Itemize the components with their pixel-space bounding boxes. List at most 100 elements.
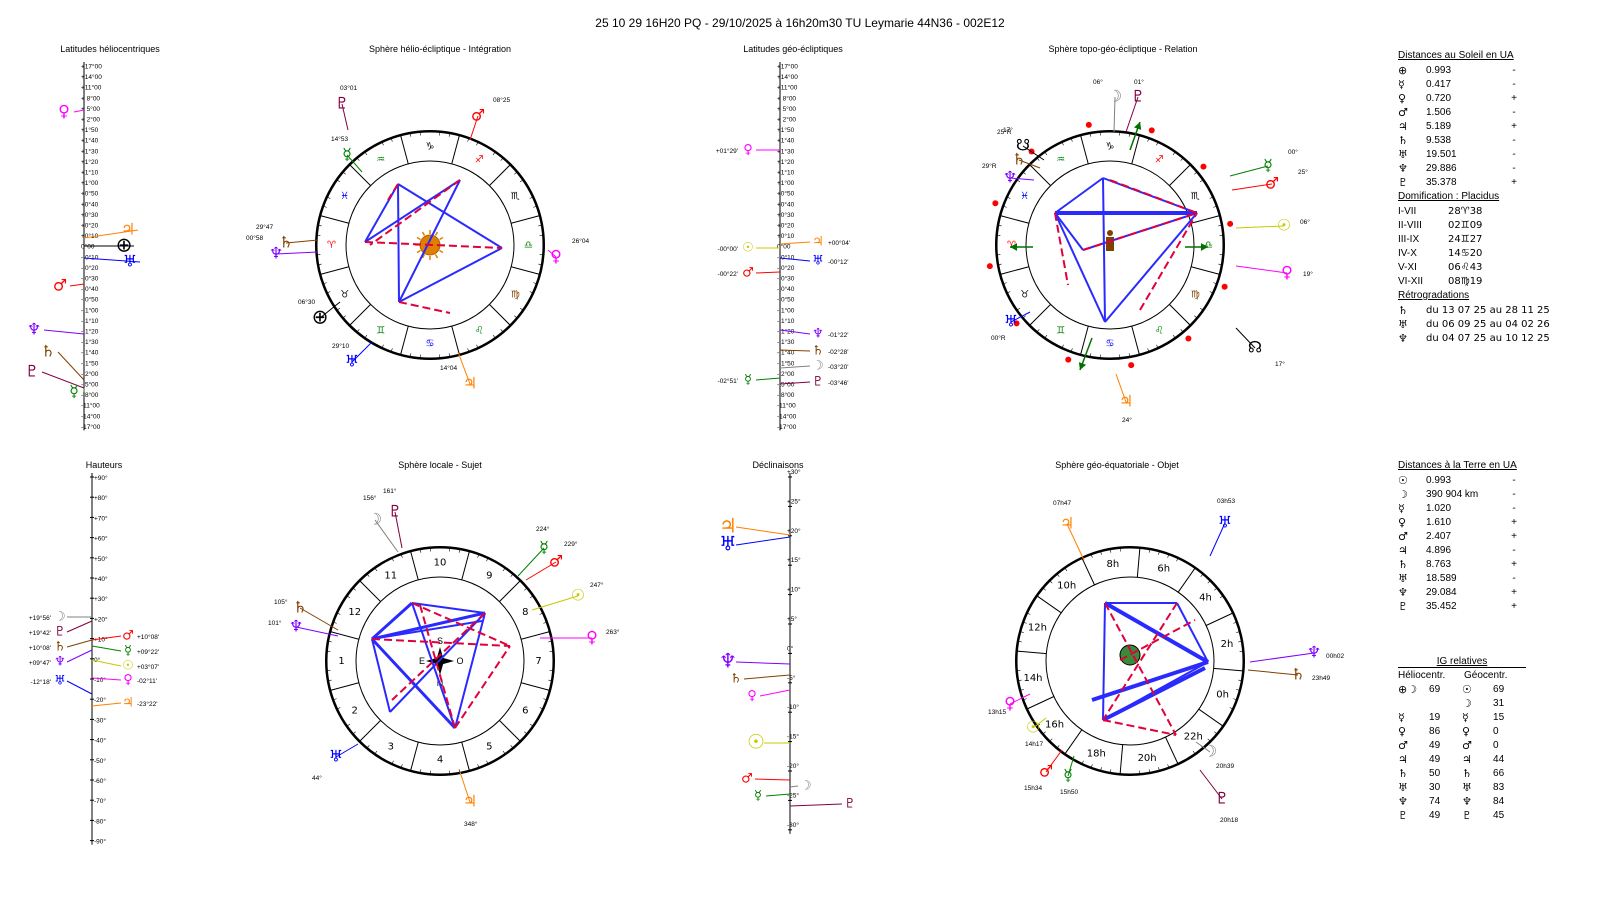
helio-wheel-segment-label: ♋ [426, 339, 435, 350]
heights-leader [91, 659, 122, 667]
helio-wheel-tick [529, 291, 534, 294]
geo-ig-value: 0 [1493, 739, 1499, 751]
local-wheel-tick [510, 745, 514, 749]
topo-wheel-leader [1235, 327, 1256, 349]
table-row: ☉ 0.993 - [1398, 473, 1524, 487]
distance-value: 0.417 [1426, 78, 1452, 90]
heights-planet-mars: ♂ [122, 629, 134, 644]
planet-glyph: ♅ [1398, 147, 1408, 161]
geo-lat-leader [755, 377, 781, 381]
local-wheel-divider [461, 742, 470, 771]
distance-value: 390 904 km [1426, 488, 1479, 500]
geo-lat-value: -02°51' [718, 377, 738, 385]
equat-wheel-leader [1067, 755, 1075, 777]
heights-planet-mercury: ☿ [124, 644, 132, 659]
trend-sign: - [1512, 544, 1516, 556]
local-wheel-degree: 247° [590, 581, 604, 589]
helio-wheel-planet-neptune: ♆ [269, 244, 283, 263]
equat-wheel-time: 20h18 [1220, 817, 1238, 824]
local-wheel-planet-mercury: ☿ [539, 538, 549, 557]
heights-value: +19°56' [29, 614, 51, 622]
geo-lat-planet-mercury: ☿ [744, 373, 752, 388]
helio-lat-planet-neptune: ♆ [27, 320, 41, 339]
table-row: ♀ 86 ♀ 0 [1398, 724, 1526, 738]
topo-wheel-divider [1191, 266, 1220, 275]
helio-lat-leader [57, 351, 85, 381]
equat-wheel-tick [1090, 764, 1093, 769]
topo-wheel-segment-label: ♎ [1204, 240, 1213, 251]
distances-sun-table: Distances au Soleil en UA ⊕ 0.993 - ☿ 0.417 -… [1398, 48, 1550, 345]
topo-wheel-inner-ring [1025, 160, 1195, 330]
equat-wheel-leader [1032, 717, 1047, 729]
helio-wheel-degree: 00°58 [246, 234, 263, 242]
heights-tick-label: +90° [94, 474, 108, 482]
equat-wheel-planet-sun: ☉ [1026, 718, 1040, 737]
local-aspect-dashed [454, 645, 511, 729]
planet-glyph: ☿ [1398, 77, 1405, 91]
helio-aspect-dashed [387, 183, 399, 201]
heights-leader [66, 639, 93, 648]
equat-wheel-divider [1081, 558, 1095, 586]
helio-wheel-tick [538, 263, 543, 266]
geo-lat-scale-tick-label: +11°00 [777, 84, 798, 92]
helio-wheel-planet-jupiter: ♃ [463, 374, 477, 393]
local-aspect-line [370, 637, 457, 730]
helio-glyph: ♄ [1398, 766, 1408, 780]
geo-lat-planet-venus: ♀ [743, 143, 753, 158]
decl-planet-jupiter: ♃ [719, 514, 737, 538]
local-wheel-degree: 161° [383, 487, 397, 495]
local-wheel-divider [521, 682, 550, 691]
geo-ig-value: 0 [1493, 725, 1499, 737]
heights-planet-moon: ☽ [54, 610, 66, 625]
compass-o-label: O [456, 656, 463, 666]
equat-wheel-divider [1119, 744, 1124, 774]
helio-aspect-dashed [398, 301, 451, 314]
helio-lat-scale-tick-label: +1°30 [81, 147, 99, 155]
topo-wheel-tick [1061, 344, 1064, 349]
equat-wheel-tick [1214, 587, 1218, 591]
topo-wheel-tick [1044, 334, 1048, 339]
helio-wheel-planet-mercury: ☿ [342, 145, 352, 164]
distance-value: 1.020 [1426, 502, 1452, 514]
equat-wheel-tick [1056, 745, 1060, 749]
table-row: ☽ 31 [1398, 696, 1526, 710]
heights-tick-label: 0° [94, 656, 101, 664]
geo-lat-planet-saturn: ♄ [812, 344, 824, 359]
topo-wheel-tick [1194, 171, 1198, 175]
topo-wheel-tick [1089, 132, 1092, 137]
topo-wheel-segment-label: ♒ [1056, 155, 1065, 166]
equat-wheel-leader [1247, 669, 1299, 676]
planet-glyph: ♄ [1398, 303, 1408, 317]
sun-ray [416, 236, 421, 241]
heights-tick-label: +60° [94, 535, 108, 543]
local-wheel-tick [477, 553, 480, 558]
geo-lat-scale-tick-label: -11°00 [777, 402, 796, 410]
geo-lat-scale-tick-label: - 0°40 [777, 285, 795, 293]
helio-ig-value: 19 [1429, 711, 1441, 723]
geo-lat-scale-tick-label: +1°30 [777, 147, 795, 155]
equat-wheel-tick [1229, 707, 1234, 710]
equat-wheel-tick [1100, 550, 1102, 555]
topo-wheel-leader [1018, 159, 1041, 169]
helio-wheel-degree: 06°30 [298, 298, 315, 306]
helio-wheel-inner-ring [345, 160, 515, 330]
geo-lat-scale-tick-label: +1°50 [777, 126, 795, 134]
table-row: ☿ 1.020 - [1398, 501, 1524, 515]
equat-wheel-tick [1238, 640, 1243, 643]
topo-wheel-tick [1022, 171, 1026, 175]
equat-wheel-time: 23h49 [1312, 675, 1330, 682]
topo-wheel-segment-label: ♐ [1155, 155, 1164, 166]
local-wheel-tick [346, 595, 351, 599]
geo-lat-value: -00°22' [718, 270, 738, 278]
local-wheel-tick [336, 612, 341, 615]
local-wheel-tick [352, 731, 356, 735]
cusp-value: 08♍19 [1448, 275, 1483, 287]
topo-wheel-divider [1131, 326, 1140, 355]
equat-wheel-tick [1176, 557, 1179, 562]
planet-glyph: ♂ [1398, 529, 1408, 543]
decl-tick-label: -30° [787, 821, 799, 829]
geo-lat-planet-jupiter: ♃ [812, 235, 824, 250]
local-wheel-segment-label: 9 [486, 571, 492, 582]
planet-glyph: ♄ [1398, 557, 1408, 571]
helio-wheel-tick [326, 196, 331, 199]
